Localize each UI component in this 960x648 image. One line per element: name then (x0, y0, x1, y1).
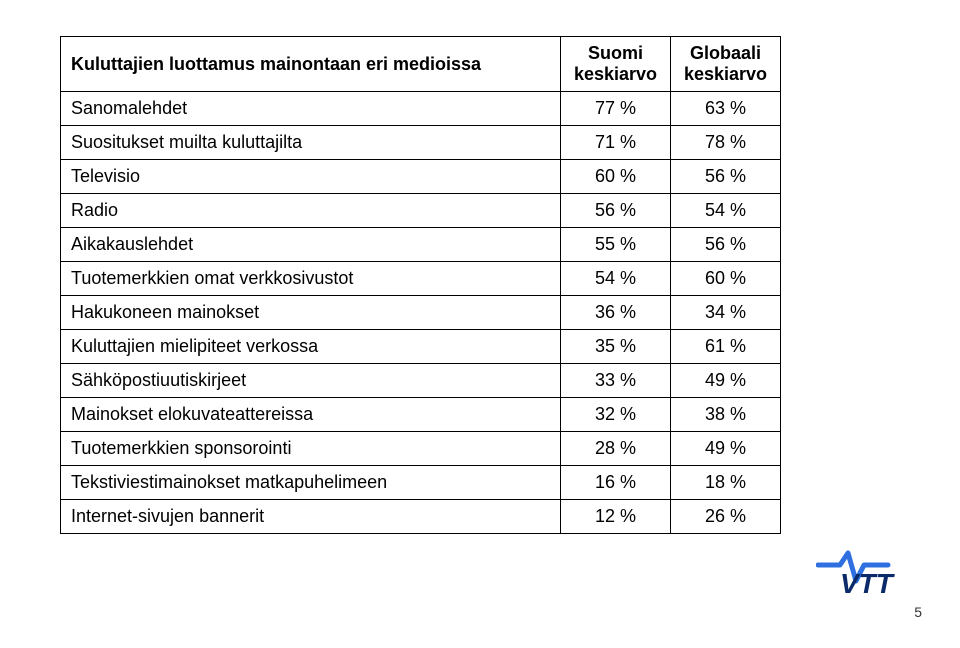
table-row: Sähköpostiuutiskirjeet 33 % 49 % (61, 364, 781, 398)
cell-fi: 71 % (561, 126, 671, 160)
cell-fi: 56 % (561, 194, 671, 228)
cell-label: Televisio (61, 160, 561, 194)
cell-label: Aikakauslehdet (61, 228, 561, 262)
table-row: Hakukoneen mainokset 36 % 34 % (61, 296, 781, 330)
cell-glob: 54 % (671, 194, 781, 228)
table-row: Tuotemerkkien omat verkkosivustot 54 % 6… (61, 262, 781, 296)
cell-fi: 35 % (561, 330, 671, 364)
col-header-label: Kuluttajien luottamus mainontaan eri med… (61, 37, 561, 92)
col-header-fi: Suomi keskiarvo (561, 37, 671, 92)
table-row: Suositukset muilta kuluttajilta 71 % 78 … (61, 126, 781, 160)
cell-label: Tekstiviestimainokset matkapuhelimeen (61, 466, 561, 500)
cell-label: Radio (61, 194, 561, 228)
cell-label: Mainokset elokuvateattereissa (61, 398, 561, 432)
cell-glob: 49 % (671, 364, 781, 398)
cell-fi: 36 % (561, 296, 671, 330)
col-header-glob: Globaali keskiarvo (671, 37, 781, 92)
cell-glob: 26 % (671, 500, 781, 534)
table-row: Kuluttajien mielipiteet verkossa 35 % 61… (61, 330, 781, 364)
table-row: Internet-sivujen bannerit 12 % 26 % (61, 500, 781, 534)
cell-label: Tuotemerkkien omat verkkosivustot (61, 262, 561, 296)
table: Kuluttajien luottamus mainontaan eri med… (60, 36, 781, 534)
cell-glob: 34 % (671, 296, 781, 330)
cell-glob: 60 % (671, 262, 781, 296)
cell-label: Tuotemerkkien sponsorointi (61, 432, 561, 466)
vtt-logo: VTT (816, 547, 926, 604)
table-row: Tuotemerkkien sponsorointi 28 % 49 % (61, 432, 781, 466)
cell-glob: 18 % (671, 466, 781, 500)
cell-glob: 49 % (671, 432, 781, 466)
table-row: Radio 56 % 54 % (61, 194, 781, 228)
cell-glob: 38 % (671, 398, 781, 432)
page-number: 5 (914, 604, 922, 620)
logo-text: VTT (840, 568, 896, 599)
cell-fi: 12 % (561, 500, 671, 534)
cell-label: Kuluttajien mielipiteet verkossa (61, 330, 561, 364)
cell-fi: 32 % (561, 398, 671, 432)
table-row: Televisio 60 % 56 % (61, 160, 781, 194)
cell-fi: 54 % (561, 262, 671, 296)
cell-label: Sähköpostiuutiskirjeet (61, 364, 561, 398)
cell-glob: 61 % (671, 330, 781, 364)
cell-glob: 56 % (671, 228, 781, 262)
cell-glob: 63 % (671, 92, 781, 126)
table-row: Mainokset elokuvateattereissa 32 % 38 % (61, 398, 781, 432)
cell-label: Suositukset muilta kuluttajilta (61, 126, 561, 160)
cell-fi: 28 % (561, 432, 671, 466)
cell-glob: 56 % (671, 160, 781, 194)
trust-table: Kuluttajien luottamus mainontaan eri med… (60, 36, 780, 534)
vtt-logo-icon: VTT (816, 547, 926, 599)
cell-fi: 55 % (561, 228, 671, 262)
cell-label: Internet-sivujen bannerit (61, 500, 561, 534)
cell-label: Hakukoneen mainokset (61, 296, 561, 330)
cell-fi: 16 % (561, 466, 671, 500)
table-row: Sanomalehdet 77 % 63 % (61, 92, 781, 126)
table-header-row: Kuluttajien luottamus mainontaan eri med… (61, 37, 781, 92)
table-row: Aikakauslehdet 55 % 56 % (61, 228, 781, 262)
cell-fi: 77 % (561, 92, 671, 126)
cell-fi: 60 % (561, 160, 671, 194)
cell-fi: 33 % (561, 364, 671, 398)
table-row: Tekstiviestimainokset matkapuhelimeen 16… (61, 466, 781, 500)
cell-glob: 78 % (671, 126, 781, 160)
cell-label: Sanomalehdet (61, 92, 561, 126)
